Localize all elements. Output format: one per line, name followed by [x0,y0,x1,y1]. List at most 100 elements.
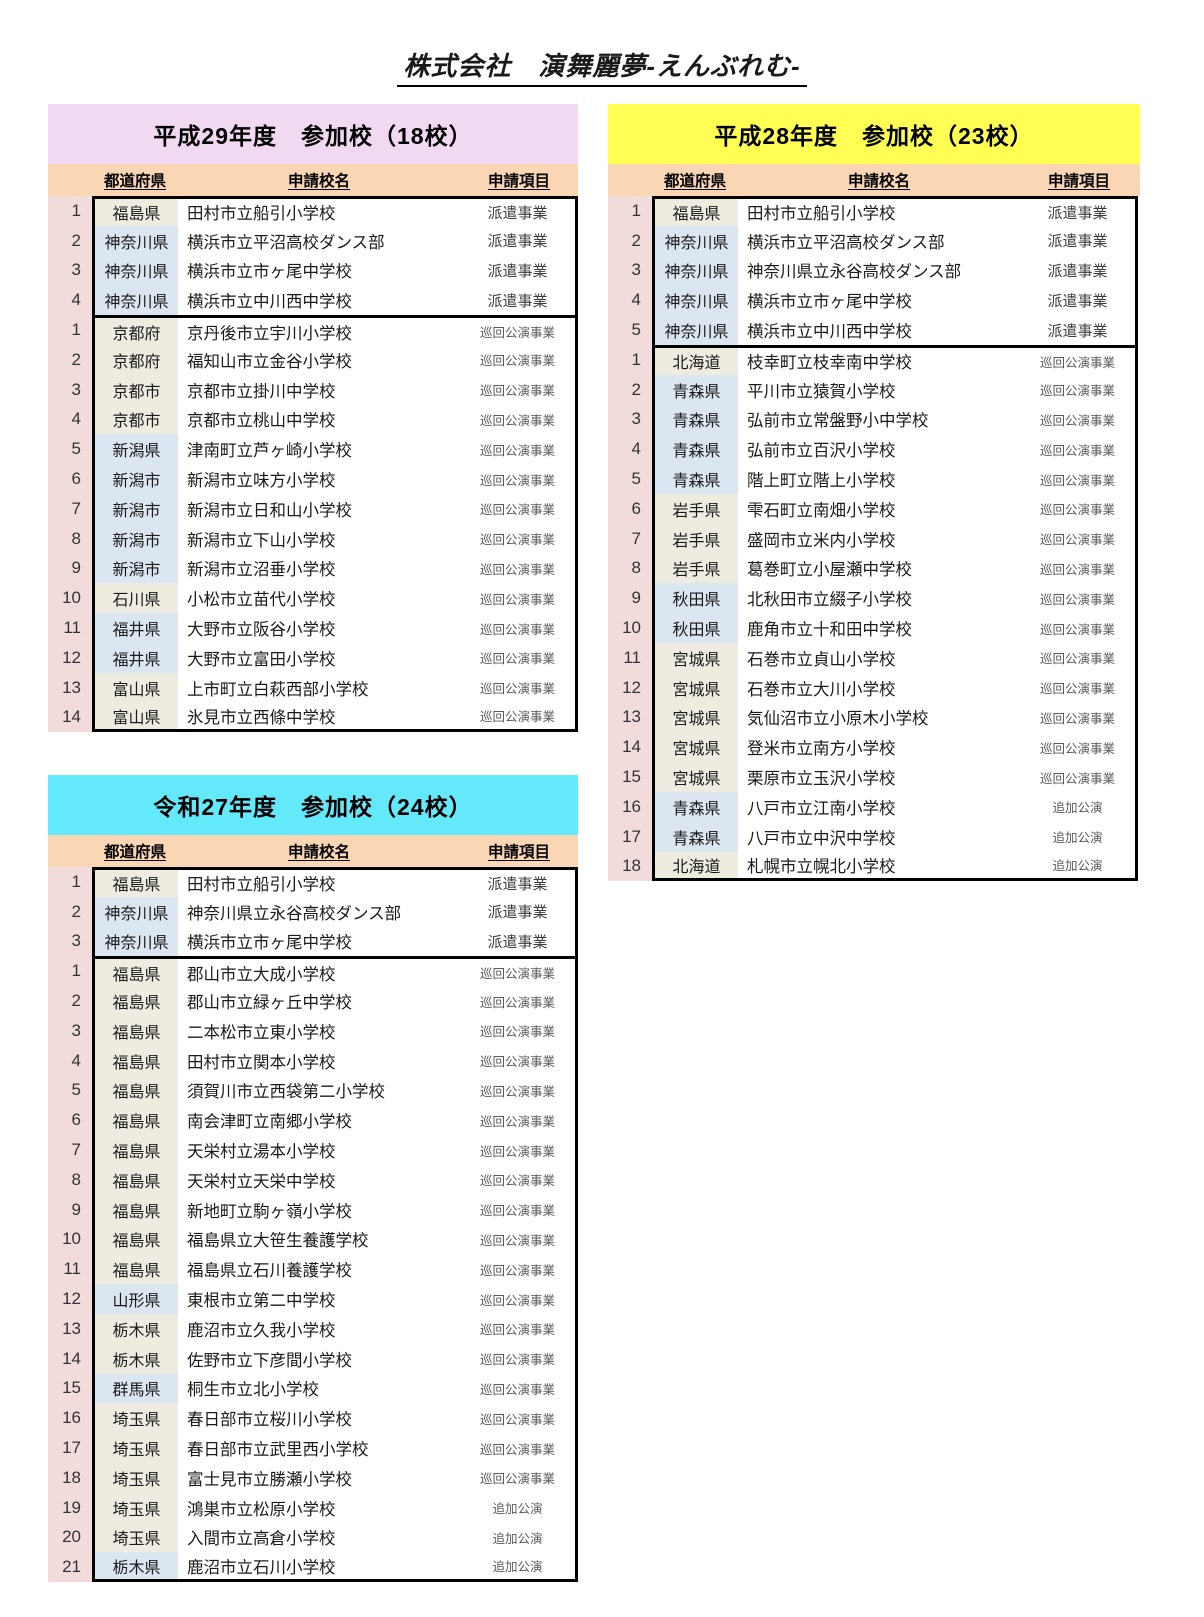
school-name-cell: 上市町立白萩西部小学校 [187,680,369,699]
application-item-cell: 派遣事業 [460,255,578,286]
application-item-cell: 追加公演 [1020,791,1138,822]
prefecture-cell: 埼玉県 [92,1462,178,1493]
application-item-cell: 巡回公演事業 [460,374,578,405]
prefecture-cell: 新潟市 [92,464,178,494]
table-row: 7 新潟市 新潟市立日和山小学校 巡回公演事業 [48,493,578,524]
application-item-cell: 巡回公演事業 [1020,493,1138,524]
application-item-cell: 巡回公演事業 [460,1433,578,1463]
prefecture-cell: 岩手県 [652,553,738,584]
row-number: 6 [48,1105,92,1136]
row-number: 12 [608,672,652,703]
row-number: 1 [48,956,92,987]
table-row: 14 宮城県 登米市立南方小学校 巡回公演事業 [608,732,1140,763]
application-item-cell: 巡回公演事業 [460,1343,578,1374]
table-row: 12 山形県 東根市立第二中学校 巡回公演事業 [48,1284,578,1314]
application-item-cell: 派遣事業 [460,196,578,226]
page-title: 株式会社 演舞麗夢-えんぶれむ- [397,46,807,87]
table-row: 11 福井県 大野市立阪谷小学校 巡回公演事業 [48,613,578,643]
school-name-cell: 田村市立船引小学校 [178,196,460,226]
school-name-cell: 南会津町立南郷小学校 [187,1113,352,1132]
school-name-cell: 東根市立第二中学校 [187,1292,336,1311]
table-row: 2 京都府 福知山市立金谷小学校 巡回公演事業 [48,344,578,375]
school-name-cell: 神奈川県立永谷高校ダンス部 [747,263,962,282]
row-number: 2 [608,225,652,256]
application-item-cell: 派遣事業 [460,926,578,957]
prefecture-cell: 秋田県 [652,613,738,643]
table-row: 1 福島県 田村市立船引小学校 派遣事業 [48,867,578,897]
school-name-cell: 二本松市立東小学校 [187,1023,336,1042]
prefecture-cell: 福島県 [652,196,738,226]
school-name-cell: 鴻巣市立松原小学校 [187,1500,336,1519]
application-item-cell: 追加公演 [460,1552,578,1583]
prefecture-cell: 福島県 [92,956,178,987]
prefecture-cell: 神奈川県 [652,225,738,256]
school-name-cell: 横浜市立中川西中学校 [747,323,912,342]
table-row: 13 富山県 上市町立白萩西部小学校 巡回公演事業 [48,672,578,703]
row-number: 15 [48,1373,92,1404]
prefecture-cell: 神奈川県 [92,926,178,957]
application-item-cell: 巡回公演事業 [1020,672,1138,703]
school-name-cell: 北秋田市立綴子小学校 [747,591,912,610]
application-item-cell: 巡回公演事業 [1020,374,1138,405]
school-name-cell: 京都市立掛川中学校 [187,382,336,401]
row-number: 6 [608,493,652,524]
prefecture-cell: 青森県 [652,464,738,494]
application-item-cell: 巡回公演事業 [460,1224,578,1255]
table-row: 2 神奈川県 横浜市立平沼高校ダンス部 派遣事業 [608,225,1140,256]
prefecture-cell: 山形県 [92,1284,178,1314]
prefecture-cell: 福島県 [92,1254,178,1285]
table-row: 8 岩手県 葛巻町立小屋瀬中学校 巡回公演事業 [608,553,1140,584]
row-number: 17 [48,1433,92,1463]
prefecture-cell: 京都市 [92,404,178,435]
prefecture-cell: 新潟市 [92,493,178,524]
table-row: 2 神奈川県 神奈川県立永谷高校ダンス部 派遣事業 [48,896,578,927]
table-title: 平成28年度 参加校（23校） [608,104,1140,164]
row-number: 15 [608,762,652,792]
prefecture-cell: 新潟市 [92,523,178,554]
school-name-cell: 小松市立苗代小学校 [187,591,336,610]
school-name-cell: 鹿沼市立石川小学校 [178,1552,460,1583]
application-item-cell: 巡回公演事業 [460,523,578,554]
row-number: 3 [608,255,652,286]
prefecture-cell: 新潟県 [92,434,178,465]
row-number: 1 [48,196,92,226]
application-item-cell: 巡回公演事業 [460,315,578,345]
school-name-cell: 鹿沼市立久我小学校 [187,1321,336,1340]
row-number: 11 [48,1254,92,1285]
school-name-cell: 横浜市立平沼高校ダンス部 [747,233,945,252]
row-number: 10 [608,613,652,643]
row-number: 14 [48,702,92,733]
table-r27: 令和27年度 参加校（24校） 都道府県 申請校名 申請項目 1 福島県 田村市立船… [48,775,578,1583]
row-number: 18 [608,851,652,882]
school-name-cell: 郡山市立緑ヶ丘中学校 [187,994,352,1013]
application-item-cell: 巡回公演事業 [460,404,578,435]
school-name-cell: 栗原市立玉沢小学校 [747,770,896,789]
row-number: 7 [48,1135,92,1165]
row-number: 4 [48,1045,92,1076]
application-item-cell: 巡回公演事業 [1020,613,1138,643]
application-item-cell: 巡回公演事業 [460,702,578,733]
prefecture-cell: 神奈川県 [652,285,738,316]
school-name-cell: 佐野市立下彦間小学校 [187,1351,352,1370]
application-item-cell: 巡回公演事業 [1020,523,1138,554]
column-header-prefecture: 都道府県 [663,173,726,190]
row-number: 9 [608,583,652,614]
prefecture-cell: 新潟市 [92,553,178,584]
row-number: 17 [608,821,652,852]
table-row: 1 京都府 京丹後市立宇川小学校 巡回公演事業 [48,315,578,345]
row-number: 3 [48,374,92,405]
table-row: 3 青森県 弘前市立常盤野小中学校 巡回公演事業 [608,404,1140,435]
row-number: 13 [608,702,652,733]
table-row: 1 福島県 田村市立船引小学校 派遣事業 [608,196,1140,226]
school-name-cell: 田村市立関本小学校 [187,1053,336,1072]
school-name-cell: 石巻市立大川小学校 [747,680,896,699]
application-item-cell: 巡回公演事業 [1020,434,1138,465]
prefecture-cell: 福島県 [92,1194,178,1225]
prefecture-cell: 神奈川県 [92,285,178,316]
application-item-cell: 派遣事業 [460,225,578,256]
application-item-cell: 巡回公演事業 [460,434,578,465]
school-name-cell: 札幌市立幌北小学校 [738,852,1020,882]
prefecture-cell: 福井県 [92,613,178,643]
prefecture-cell: 埼玉県 [92,1492,178,1523]
application-item-cell: 巡回公演事業 [460,1045,578,1076]
